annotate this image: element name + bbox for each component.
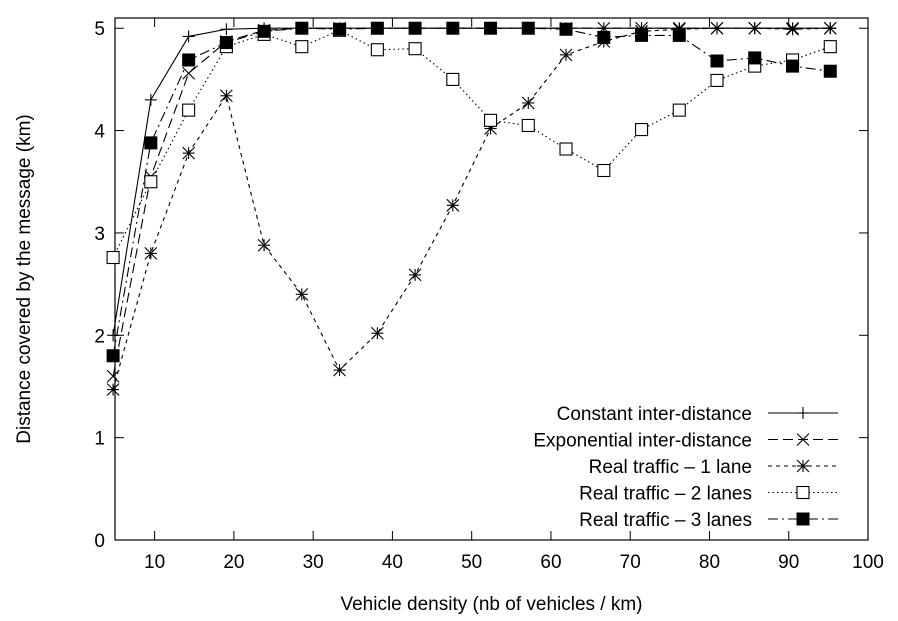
data-point-s4-16 (672, 103, 686, 117)
data-point-s5-15 (635, 28, 649, 42)
x-tick-label-60: 60 (540, 552, 561, 573)
data-point-s4-8 (370, 43, 384, 57)
y-tick-label-1: 1 (94, 429, 105, 450)
data-point-s5-3 (182, 53, 196, 67)
x-axis-label: Vehicle density (nb of vehicles / km) (340, 594, 642, 615)
x-tick-label-30: 30 (303, 552, 324, 573)
data-point-s5-20 (823, 64, 837, 78)
legend-entry-3: Real traffic – 1 lane (589, 457, 838, 478)
data-point-s5-12 (521, 21, 535, 35)
data-point-s5-13 (559, 22, 573, 36)
data-point-s3-10 (446, 198, 460, 212)
legend-entry-2: Exponential inter-distance (533, 431, 838, 452)
x-tick-label-50: 50 (461, 552, 482, 573)
data-point-s4-15 (634, 123, 649, 137)
legend-entry-1: Constant inter-distance (557, 404, 838, 425)
legend: Constant inter-distance Exponential inter… (533, 404, 838, 531)
legend-label-4: Real traffic – 2 lanes (579, 484, 752, 505)
legend-label-5: Real traffic – 3 lanes (579, 510, 752, 531)
data-point-s3-1 (106, 383, 120, 396)
data-point-s3-5 (257, 238, 271, 252)
data-point-s5-1 (106, 349, 120, 363)
series-layer (106, 21, 837, 396)
legend-marker-3 (796, 459, 810, 473)
y-tick-label-0: 0 (94, 531, 105, 552)
legend-marker-1 (797, 407, 809, 419)
data-point-s5-9 (408, 21, 422, 35)
data-point-s5-2 (144, 136, 158, 150)
data-point-s5-18 (748, 51, 762, 65)
data-point-s4-11 (483, 113, 498, 127)
data-point-s3-3 (182, 146, 196, 160)
legend-label-1: Constant inter-distance (557, 404, 752, 425)
x-tick-label-40: 40 (382, 552, 403, 573)
data-point-s3-17 (710, 21, 724, 35)
data-point-s3-2 (144, 247, 158, 260)
data-point-s4-20 (823, 40, 837, 54)
series-3 (106, 21, 837, 396)
data-point-s3-4 (219, 89, 233, 103)
data-point-s4-2 (144, 175, 158, 189)
data-point-s3-8 (370, 326, 384, 340)
x-tick-label-10: 10 (144, 552, 165, 573)
data-point-s5-11 (484, 21, 498, 35)
x-tick-label-80: 80 (699, 552, 720, 573)
data-point-s3-7 (333, 363, 346, 377)
data-point-s5-16 (672, 28, 686, 42)
series-1 (107, 22, 837, 342)
data-point-s4-9 (408, 42, 422, 56)
legend-marker-4 (796, 485, 810, 500)
legend-entry-4: Real traffic – 2 lanes (579, 484, 838, 505)
legend-marker-5 (796, 512, 810, 526)
data-point-s5-6 (295, 21, 309, 35)
data-point-s4-10 (446, 72, 460, 86)
x-tick-label-20: 20 (223, 552, 244, 573)
data-point-s4-14 (597, 163, 611, 178)
data-point-s5-19 (786, 59, 800, 73)
data-point-s2-1 (106, 369, 120, 383)
data-point-s3-18 (748, 21, 762, 35)
series-2 (106, 21, 837, 383)
legend-marker-2 (796, 433, 810, 446)
data-point-s3-19 (786, 22, 799, 36)
y-axis-label: Distance covered by the message (km) (14, 114, 35, 443)
x-tick-label-100: 100 (852, 552, 884, 573)
x-tick-label-90: 90 (778, 552, 799, 573)
legend-entry-5: Real traffic – 3 lanes (579, 510, 838, 531)
data-point-s4-6 (295, 40, 309, 54)
series-5 (106, 21, 837, 363)
data-point-s5-4 (219, 36, 233, 50)
data-point-s3-20 (823, 21, 837, 35)
data-point-s5-5 (257, 24, 271, 38)
data-point-s1-3 (182, 30, 195, 43)
data-point-s3-9 (408, 268, 422, 282)
legend-label-3: Real traffic – 1 lane (589, 457, 752, 478)
data-point-s3-13 (559, 48, 573, 62)
data-point-s2-3 (182, 66, 196, 80)
y-tick-label-4: 4 (94, 122, 105, 143)
data-point-s5-8 (370, 21, 384, 35)
data-point-s5-10 (446, 21, 460, 35)
data-point-s5-17 (710, 54, 724, 68)
plot-frame (114, 17, 869, 541)
data-point-s4-12 (521, 118, 535, 133)
data-point-s4-13 (559, 142, 573, 156)
y-tick-label-2: 2 (94, 326, 105, 347)
data-point-s4-1 (106, 250, 120, 265)
legend-label-2: Exponential inter-distance (533, 431, 752, 452)
data-point-s1-2 (144, 93, 157, 106)
y-tick-label-3: 3 (94, 224, 105, 245)
data-point-s3-12 (521, 96, 535, 110)
data-point-s5-14 (597, 30, 611, 44)
data-point-s4-17 (710, 73, 724, 87)
x-tick-label-70: 70 (620, 552, 641, 573)
plot-area: 10 20 30 40 50 60 70 80 90 100 0 1 2 3 4 5 (94, 17, 884, 573)
data-point-s4-3 (182, 103, 196, 117)
y-tick-label-5: 5 (94, 19, 105, 40)
data-point-s5-7 (333, 22, 347, 36)
data-point-s3-6 (295, 287, 309, 301)
data-point-s1-4 (220, 23, 233, 36)
